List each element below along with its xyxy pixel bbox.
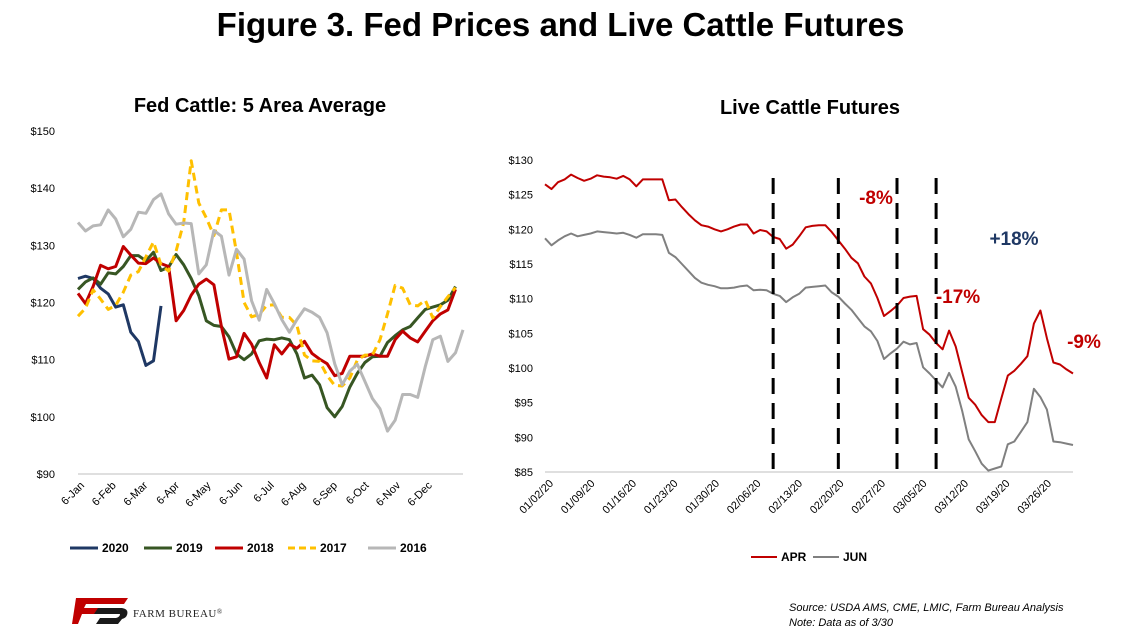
left-y-tick-label: $110 bbox=[31, 355, 55, 367]
change-annotation: -9% bbox=[1067, 332, 1101, 353]
right-y-tick-label: $95 bbox=[515, 398, 533, 410]
left-x-tick-label: 6-Jul bbox=[251, 480, 276, 505]
legend-label-2017: 2017 bbox=[320, 541, 347, 555]
right-y-tick-label: $120 bbox=[509, 224, 533, 236]
left-x-tick-label: 6-Nov bbox=[374, 479, 404, 509]
left-y-tick-label: $100 bbox=[31, 412, 55, 424]
legend-label-2016: 2016 bbox=[400, 541, 427, 555]
change-annotation: -17% bbox=[936, 287, 980, 308]
right-x-tick-label: 02/13/20 bbox=[766, 478, 805, 517]
legend-label-2019: 2019 bbox=[176, 541, 203, 555]
note-line: Note: Data as of 3/30 bbox=[789, 617, 893, 629]
logo-wordmark: FARM BUREAU bbox=[133, 608, 217, 620]
legend-label-APR: APR bbox=[781, 550, 807, 564]
right-x-tick-label: 01/09/20 bbox=[559, 478, 598, 517]
series-line-2018 bbox=[76, 245, 457, 380]
right-x-tick-label: 01/02/20 bbox=[517, 478, 556, 517]
left-y-tick-label: $130 bbox=[31, 240, 55, 252]
right-x-tick-label: 01/30/20 bbox=[683, 478, 722, 517]
right-y-tick-label: $125 bbox=[509, 190, 533, 202]
legend-label-JUN: JUN bbox=[843, 550, 867, 564]
series-line-APR bbox=[544, 173, 1074, 424]
source-note: Source: USDA AMS, CME, LMIC, Farm Bureau… bbox=[789, 601, 1119, 631]
futures-chart-title: Live Cattle Futures bbox=[719, 97, 901, 119]
right-x-tick-label: 01/16/20 bbox=[600, 478, 639, 517]
left-x-tick-label: 6-Aug bbox=[279, 480, 308, 509]
right-y-tick-label: $105 bbox=[509, 328, 533, 340]
series-line-2017 bbox=[76, 159, 457, 388]
right-x-tick-label: 03/05/20 bbox=[891, 478, 930, 517]
left-x-tick-label: 6-Jan bbox=[59, 480, 87, 508]
right-y-tick-label: $110 bbox=[509, 294, 533, 306]
right-y-tick-label: $85 bbox=[515, 467, 533, 479]
legend-label-2018: 2018 bbox=[247, 541, 274, 555]
right-x-tick-label: 02/20/20 bbox=[808, 478, 847, 517]
right-y-tick-label: $90 bbox=[515, 432, 533, 444]
fed-cattle-chart-title: Fed Cattle: 5 Area Average bbox=[133, 95, 387, 117]
left-y-tick-label: $150 bbox=[31, 126, 55, 138]
right-y-tick-label: $115 bbox=[509, 259, 533, 271]
change-annotation: +18% bbox=[989, 229, 1038, 250]
right-x-tick-label: 03/19/20 bbox=[974, 478, 1013, 517]
figure-title: Figure 3. Fed Prices and Live Cattle Fut… bbox=[216, 6, 905, 43]
right-x-tick-label: 03/26/20 bbox=[1015, 478, 1054, 517]
left-x-tick-label: 6-Dec bbox=[405, 479, 435, 509]
right-x-tick-label: 02/27/20 bbox=[849, 478, 888, 517]
left-x-tick-label: 6-Apr bbox=[154, 479, 182, 507]
left-x-tick-label: 6-Jun bbox=[217, 480, 245, 508]
right-x-tick-label: 02/06/20 bbox=[725, 478, 764, 517]
farm-bureau-logo-text: FARM BUREAU® bbox=[133, 608, 223, 620]
series-line-JUN bbox=[544, 230, 1074, 472]
source-line: Source: USDA AMS, CME, LMIC, Farm Bureau… bbox=[789, 602, 1064, 614]
legend-label-2020: 2020 bbox=[102, 541, 129, 555]
left-x-tick-label: 6-Mar bbox=[122, 479, 151, 508]
left-y-tick-label: $140 bbox=[31, 183, 55, 195]
left-y-tick-label: $90 bbox=[37, 469, 55, 481]
change-annotation: -8% bbox=[859, 188, 893, 209]
left-x-tick-label: 6-Sep bbox=[311, 480, 340, 509]
right-x-tick-label: 01/23/20 bbox=[642, 478, 681, 517]
left-x-tick-label: 6-Oct bbox=[344, 480, 372, 508]
farm-bureau-logo-icon bbox=[72, 598, 128, 624]
series-line-2019 bbox=[76, 250, 457, 419]
logo-registered-mark: ® bbox=[216, 608, 223, 616]
left-x-tick-label: 6-May bbox=[183, 479, 213, 509]
right-x-tick-label: 03/12/20 bbox=[932, 478, 971, 517]
right-y-tick-label: $130 bbox=[509, 155, 533, 167]
left-x-tick-label: 6-Feb bbox=[90, 480, 119, 509]
right-y-tick-label: $100 bbox=[509, 363, 533, 375]
series-line-2016 bbox=[76, 192, 465, 433]
left-y-tick-label: $120 bbox=[31, 298, 55, 310]
